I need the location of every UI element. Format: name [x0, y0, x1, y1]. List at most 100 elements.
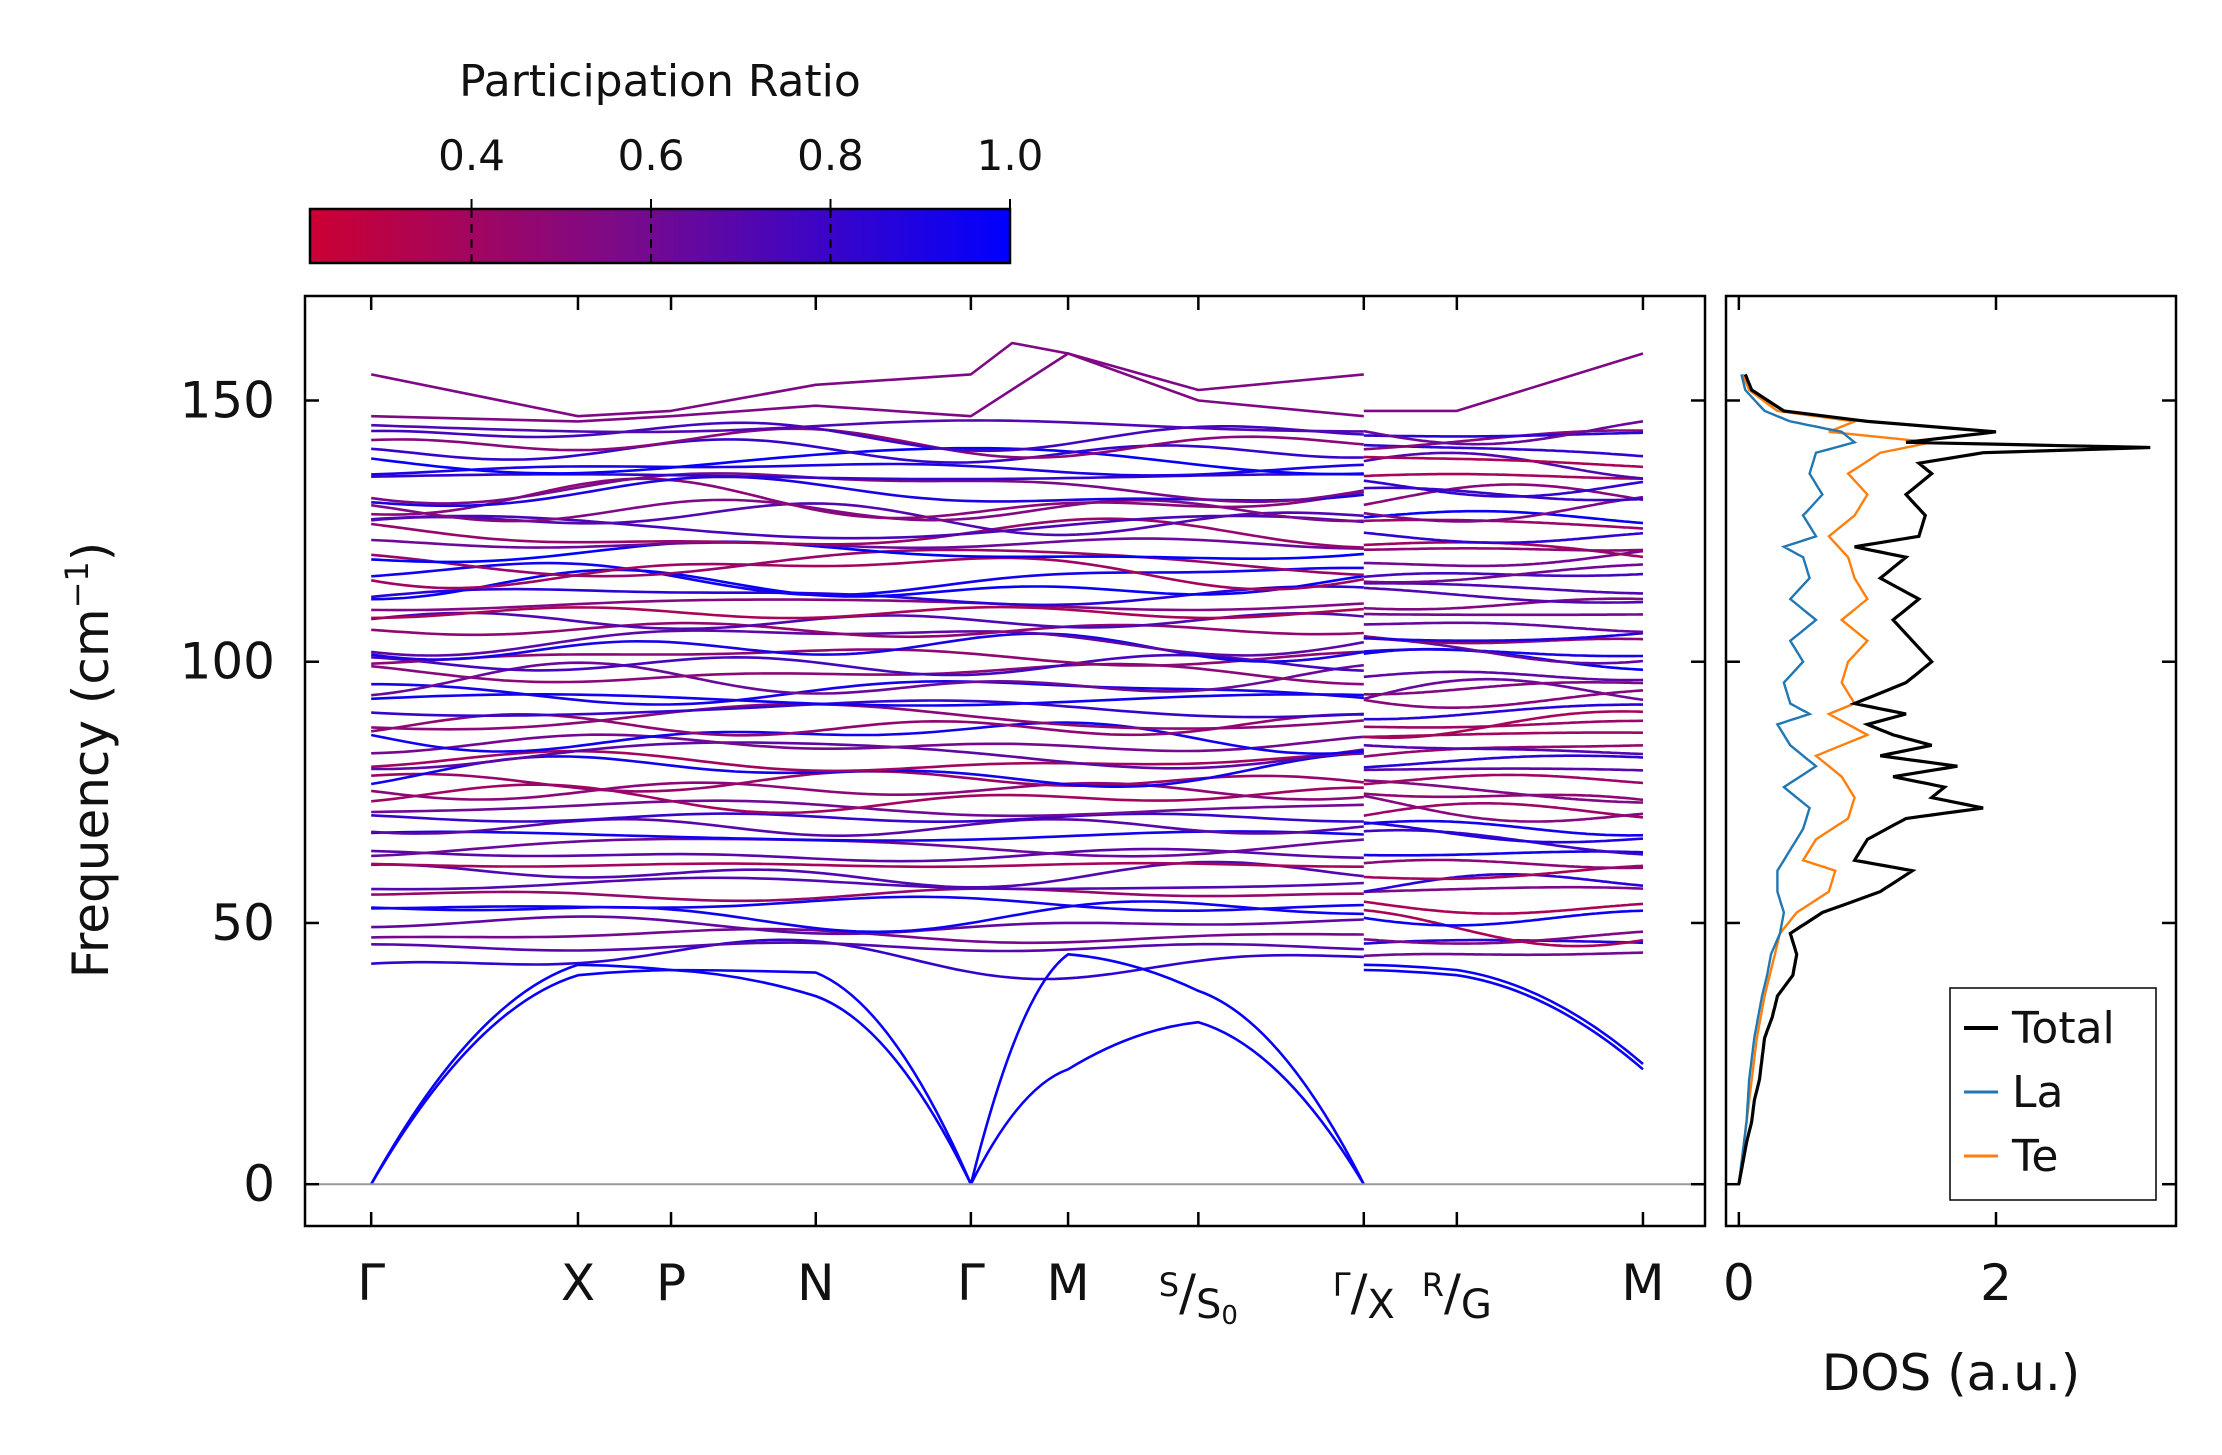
k-point-label-sub: G: [1461, 1282, 1492, 1328]
optical-band-line: [1363, 677, 1644, 702]
optical-band-line: [371, 629, 1365, 657]
optical-band-line: [1363, 828, 1644, 856]
k-point-label: Γ/X: [1333, 1264, 1395, 1328]
optical-band-line: [1363, 582, 1643, 595]
optical-band-line: [371, 537, 1364, 550]
k-point-label-subindex: 0: [1221, 1301, 1238, 1331]
y-tick-label: 50: [211, 894, 275, 952]
k-point-label: R/G: [1422, 1264, 1492, 1328]
dos-x-tick-label: 0: [1723, 1254, 1755, 1312]
optical-band-line: [1363, 670, 1644, 682]
optical-band-line: [371, 887, 1364, 903]
optical-band-line: [371, 781, 1364, 801]
optical-band-line: [371, 648, 1364, 667]
optical-band-line: [1363, 648, 1643, 658]
optical-band-line: [371, 900, 1364, 934]
optical-band-line: [1363, 518, 1644, 530]
optical-band-line: [1363, 621, 1644, 634]
optical-band-line: [1363, 495, 1644, 523]
optical-band-line: [1363, 612, 1643, 617]
legend-box: [1949, 987, 2157, 1201]
optical-band-line: [371, 769, 1364, 793]
dos-plot-frame: [1724, 294, 2178, 1228]
optical-band-line: [1363, 821, 1644, 844]
optical-band-line: [1363, 864, 1644, 881]
optical-band-line: [371, 462, 1364, 477]
optical-band-line: [1363, 885, 1644, 894]
optical-band-line: [1363, 802, 1644, 819]
colorbar-tick-label: 0.4: [438, 131, 505, 180]
optical-band-line: [1363, 873, 1644, 894]
optical-band-line: [371, 621, 1364, 639]
dos-x-label: DOS (a.u.): [1822, 1344, 2081, 1402]
acoustic-band-line: [370, 968, 973, 1185]
legend-label-te: Te: [2011, 1131, 2058, 1182]
optical-band-line: [1363, 631, 1644, 642]
optical-band-line: [371, 741, 1364, 771]
k-point-label-sup: S: [1159, 1266, 1179, 1304]
optical-band-line: [371, 661, 1364, 697]
optical-band-line: [371, 941, 1364, 953]
top-band-line: [371, 352, 1364, 423]
optical-band-line: [1363, 420, 1644, 446]
optical-band-line: [371, 568, 1364, 601]
optical-band-line: [371, 446, 1364, 476]
optical-band-line: [371, 605, 1364, 620]
dos-line-la: [1737, 374, 1858, 1185]
optical-band-line: [1363, 455, 1644, 469]
colorbar-tick-label: 1.0: [977, 131, 1044, 180]
k-point-label-slash: /: [1351, 1264, 1368, 1322]
colorbar: Participation Ratio 0.4 0.6 0.8 1.0: [308, 56, 1043, 265]
optical-band-line: [371, 662, 1364, 686]
y-tick-label: 100: [180, 633, 275, 691]
optical-band-line: [371, 861, 1364, 869]
y-axis-ticks: 0 50 100 150: [180, 371, 1705, 1213]
dos-x-tick-label: 2: [1980, 1254, 2012, 1312]
k-point-ticks: Γ X P N Γ M S/S0Γ/X R/G M: [357, 296, 1665, 1331]
optical-band-line: [1363, 858, 1644, 870]
acoustic-band-line: [1363, 963, 1644, 1065]
optical-band-line: [1363, 681, 1644, 696]
optical-band-line: [371, 915, 1364, 936]
optical-band-line: [371, 472, 1365, 505]
optical-band-line: [371, 876, 1364, 891]
optical-band-line: [1363, 703, 1643, 721]
top-band-line: [370, 341, 1364, 418]
optical-band-line: [371, 514, 1364, 540]
optical-band-line: [371, 749, 1364, 773]
legend-label-la: La: [2012, 1067, 2063, 1118]
optical-band-line: [371, 477, 1365, 520]
acoustic-band-line: [370, 963, 973, 1185]
colorbar-tick-label: 0.6: [618, 131, 685, 180]
optical-band-line: [1363, 710, 1644, 740]
top-band-line: [1363, 352, 1644, 413]
k-point-label: S/S0: [1159, 1264, 1238, 1331]
optical-band-line: [371, 438, 1364, 464]
optical-band-line: [371, 812, 1364, 823]
optical-band-line: [1363, 794, 1644, 823]
k-point-label: X: [561, 1254, 595, 1312]
optical-band-line: [1363, 819, 1644, 837]
k-point-label: M: [1621, 1254, 1664, 1312]
k-point-label-sub: S: [1196, 1282, 1221, 1328]
optical-band-line: [371, 699, 1364, 719]
k-point-label-sup: R: [1422, 1266, 1444, 1304]
k-point-label: M: [1047, 1254, 1090, 1312]
optical-band-line: [1363, 731, 1643, 739]
optical-band-line: [1363, 689, 1644, 709]
optical-band-line: [1363, 900, 1644, 915]
optical-band-line: [370, 721, 1364, 756]
k-point-label-sup: Γ: [1333, 1266, 1351, 1304]
optical-band-line: [371, 427, 1364, 459]
phonon-bands: [305, 341, 1705, 1186]
acoustic-band-line: [969, 1020, 1365, 1185]
k-point-label-slash: /: [1444, 1264, 1461, 1322]
optical-band-line: [1363, 909, 1644, 927]
optical-band-line: [1363, 908, 1644, 948]
colorbar-ticks: 0.4 0.6 0.8 1.0: [438, 131, 1043, 263]
optical-band-line: [1363, 547, 1644, 552]
acoustic-band-line: [1363, 968, 1644, 1071]
colorbar-title: Participation Ratio: [459, 56, 861, 107]
